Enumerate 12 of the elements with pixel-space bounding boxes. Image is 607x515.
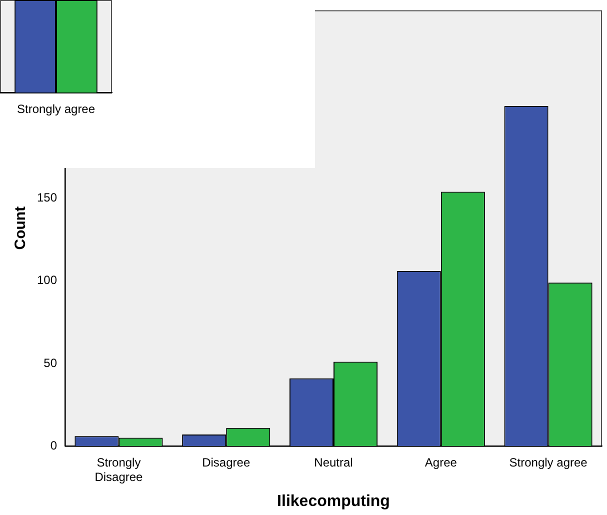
x-tick-label: Strongly Disagree xyxy=(94,456,144,484)
x-tick-label: Agree xyxy=(424,456,458,470)
x-tick-label: Strongly agree xyxy=(16,102,96,116)
y-tick-label: 150 xyxy=(36,190,58,205)
x-tick-label: Neutral xyxy=(314,456,353,470)
x-tick-label: Strongly agree xyxy=(509,456,588,470)
y-tick-label: 50 xyxy=(44,356,58,370)
y-tick-label: 0 xyxy=(50,438,58,452)
x-axis-title: Ilikecomputing xyxy=(277,492,390,510)
y-tick-label: 100 xyxy=(36,273,58,288)
x-tick-label: Disagree xyxy=(202,456,250,470)
y-axis-title: Count xyxy=(12,206,30,250)
